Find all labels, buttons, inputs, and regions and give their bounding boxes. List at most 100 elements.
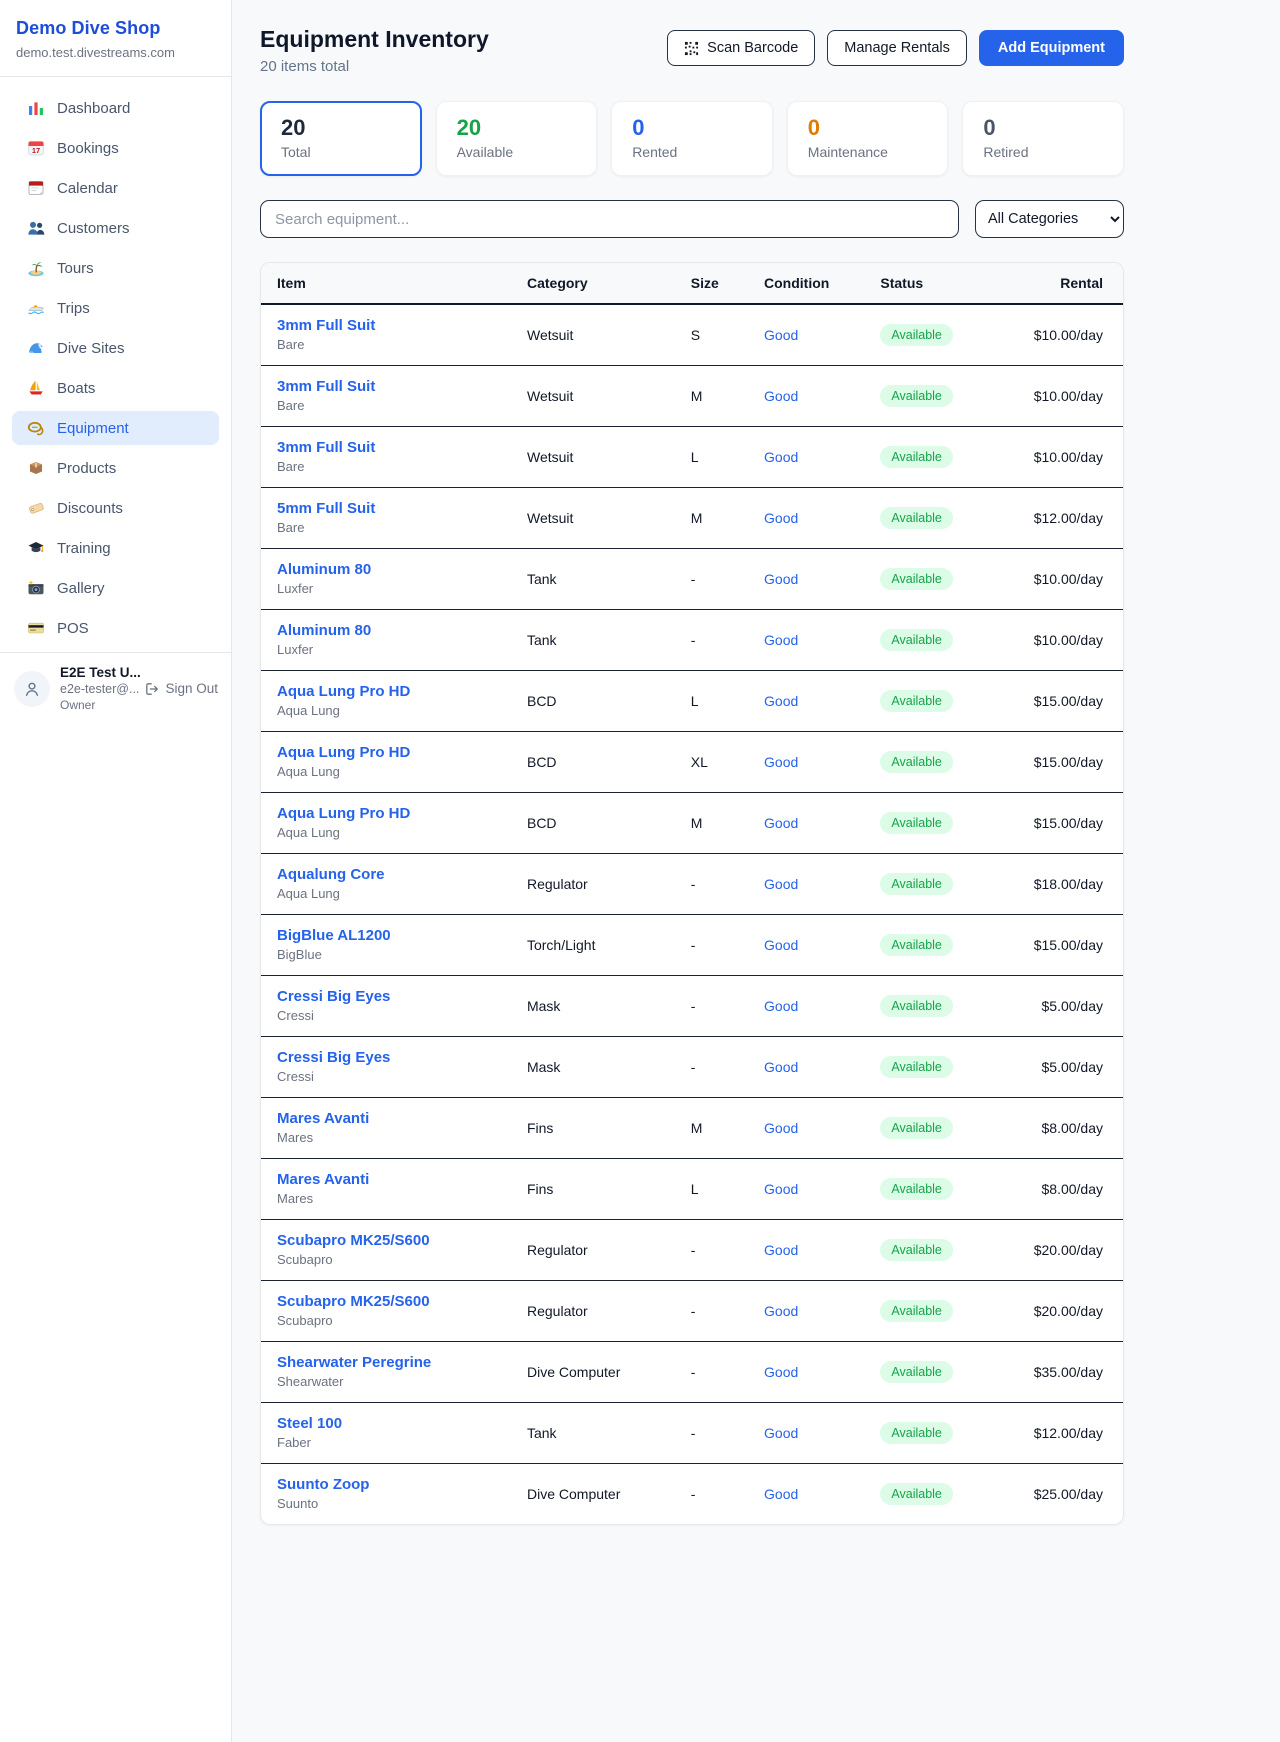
sidebar-item-dive-sites[interactable]: Dive Sites <box>12 331 219 365</box>
item-condition-link[interactable]: Good <box>764 997 799 1014</box>
sidebar-item-dashboard[interactable]: Dashboard <box>12 91 219 125</box>
item-cell: Mares Avanti Mares <box>261 1097 511 1158</box>
sign-out-button[interactable]: Sign Out <box>144 681 218 697</box>
item-brand: Suunto <box>277 1496 319 1512</box>
stat-card-total[interactable]: 20 Total <box>260 101 422 176</box>
item-condition-link[interactable]: Good <box>764 448 799 465</box>
table-row: Mares Avanti Mares Fins L Good Available… <box>261 1158 1123 1219</box>
item-size: - <box>690 570 696 587</box>
item-status-cell: Available <box>864 365 1002 426</box>
item-status-cell: Available <box>864 1402 1002 1463</box>
page-title: Equipment Inventory <box>260 26 489 52</box>
item-condition-link[interactable]: Good <box>764 1180 799 1197</box>
scan-barcode-button[interactable]: Scan Barcode <box>667 30 816 66</box>
table-row: Steel 100 Faber Tank - Good Available $1… <box>261 1402 1123 1463</box>
item-link[interactable]: Aluminum 80 <box>277 561 372 578</box>
manage-rentals-button[interactable]: Manage Rentals <box>827 30 967 66</box>
sidebar-item-customers[interactable]: Customers <box>12 211 219 245</box>
item-condition-link[interactable]: Good <box>764 875 799 892</box>
add-equipment-button[interactable]: Add Equipment <box>978 30 1124 66</box>
item-brand: Bare <box>277 398 305 413</box>
stat-card-available[interactable]: 20 Available <box>435 101 598 176</box>
sidebar-item-boats[interactable]: Boats <box>12 371 219 405</box>
item-link[interactable]: BigBlue AL1200 <box>277 927 391 944</box>
status-badge: Available <box>880 872 953 895</box>
item-condition-link[interactable]: Good <box>764 814 799 831</box>
status-badge: Available <box>880 994 953 1017</box>
item-brand: Aqua Lung <box>277 825 340 840</box>
item-link[interactable]: Cressi Big Eyes <box>277 1049 391 1066</box>
item-status-cell: Available <box>864 304 1002 365</box>
item-link[interactable]: 3mm Full Suit <box>277 439 376 456</box>
item-condition-link[interactable]: Good <box>764 936 799 953</box>
sidebar-item-label: Bookings <box>57 139 119 157</box>
item-condition-link[interactable]: Good <box>764 509 799 526</box>
package-icon <box>30 462 42 474</box>
item-size: - <box>690 997 696 1014</box>
sidebar-item-tours[interactable]: Tours <box>12 251 219 285</box>
item-rental-rate: $5.00/day <box>1041 1058 1104 1075</box>
sidebar-item-calendar[interactable]: Calendar <box>12 171 219 205</box>
item-link[interactable]: Suunto Zoop <box>277 1476 370 1494</box>
item-condition-link[interactable]: Good <box>764 387 799 404</box>
item-condition-link[interactable]: Good <box>764 1302 799 1319</box>
item-rental-rate: $25.00/day <box>1033 1485 1103 1502</box>
item-rental-rate: $10.00/day <box>1033 448 1103 465</box>
sidebar-item-training[interactable]: Training <box>12 531 219 565</box>
item-link[interactable]: Scubapro MK25/S600 <box>277 1232 430 1249</box>
item-category: Fins <box>526 1119 554 1136</box>
table-row: 3mm Full Suit Bare Wetsuit L Good Availa… <box>261 426 1123 487</box>
category-select[interactable]: All Categories <box>975 200 1124 238</box>
item-condition-link[interactable]: Good <box>764 1241 799 1258</box>
item-category: Wetsuit <box>526 326 574 343</box>
sidebar-item-equipment[interactable]: Equipment <box>12 411 219 445</box>
sidebar-item-label: Customers <box>57 219 130 237</box>
item-link[interactable]: Shearwater Peregrine <box>277 1354 432 1371</box>
item-link[interactable]: 5mm Full Suit <box>277 500 376 517</box>
item-condition-link[interactable]: Good <box>764 1119 799 1136</box>
item-status-cell: Available <box>864 487 1002 548</box>
sidebar-item-trips[interactable]: Trips <box>12 291 219 325</box>
stat-label: Maintenance <box>807 144 888 160</box>
item-condition-link[interactable]: Good <box>764 1485 799 1502</box>
item-brand: Bare <box>277 337 305 353</box>
item-condition-link[interactable]: Good <box>764 570 799 587</box>
sidebar-item-pos[interactable]: POS <box>12 611 219 645</box>
stat-card-rented[interactable]: 0 Rented <box>611 101 773 176</box>
stat-label: Rented <box>632 144 678 160</box>
item-condition-link[interactable]: Good <box>764 1363 799 1380</box>
item-rental-rate: $20.00/day <box>1033 1302 1103 1319</box>
item-link[interactable]: Aqua Lung Pro HD <box>277 744 411 761</box>
page-title-block: Equipment Inventory 20 items total <box>260 26 489 75</box>
stat-card-retired[interactable]: 0 Retired <box>962 101 1124 176</box>
item-link[interactable]: Aqualung Core <box>277 866 385 883</box>
search-input[interactable] <box>260 200 959 238</box>
item-link[interactable]: 3mm Full Suit <box>277 317 376 335</box>
sidebar-item-label: Tours <box>57 259 94 277</box>
item-condition-link[interactable]: Good <box>764 753 799 770</box>
item-link[interactable]: Scubapro MK25/S600 <box>277 1293 430 1310</box>
item-link[interactable]: Aqua Lung Pro HD <box>277 805 411 822</box>
item-link[interactable]: Mares Avanti <box>277 1171 370 1188</box>
status-badge: Available <box>880 1421 953 1444</box>
sailboat-icon <box>29 380 43 395</box>
item-condition-link[interactable]: Good <box>764 692 799 709</box>
item-link[interactable]: Mares Avanti <box>277 1110 370 1127</box>
item-condition-link[interactable]: Good <box>764 1058 799 1075</box>
sidebar-item-bookings[interactable]: 17 Bookings <box>12 131 219 165</box>
stat-card-maintenance[interactable]: 0 Maintenance <box>786 101 949 176</box>
item-link[interactable]: Steel 100 <box>277 1415 343 1432</box>
sidebar-item-products[interactable]: Products <box>12 451 219 485</box>
item-condition-link[interactable]: Good <box>764 1424 799 1441</box>
item-rental-rate: $8.00/day <box>1041 1119 1104 1136</box>
sidebar-item-gallery[interactable]: Gallery <box>12 571 219 605</box>
item-link[interactable]: 3mm Full Suit <box>277 378 376 395</box>
item-condition-link[interactable]: Good <box>764 631 799 648</box>
item-condition-link[interactable]: Good <box>764 326 799 343</box>
item-link[interactable]: Cressi Big Eyes <box>277 988 391 1005</box>
item-link[interactable]: Aluminum 80 <box>277 622 372 639</box>
item-rental-rate: $20.00/day <box>1033 1241 1103 1258</box>
sidebar-item-discounts[interactable]: Discounts <box>12 491 219 525</box>
table-row: Suunto Zoop Suunto Dive Computer - Good … <box>261 1463 1123 1524</box>
item-link[interactable]: Aqua Lung Pro HD <box>277 683 411 700</box>
